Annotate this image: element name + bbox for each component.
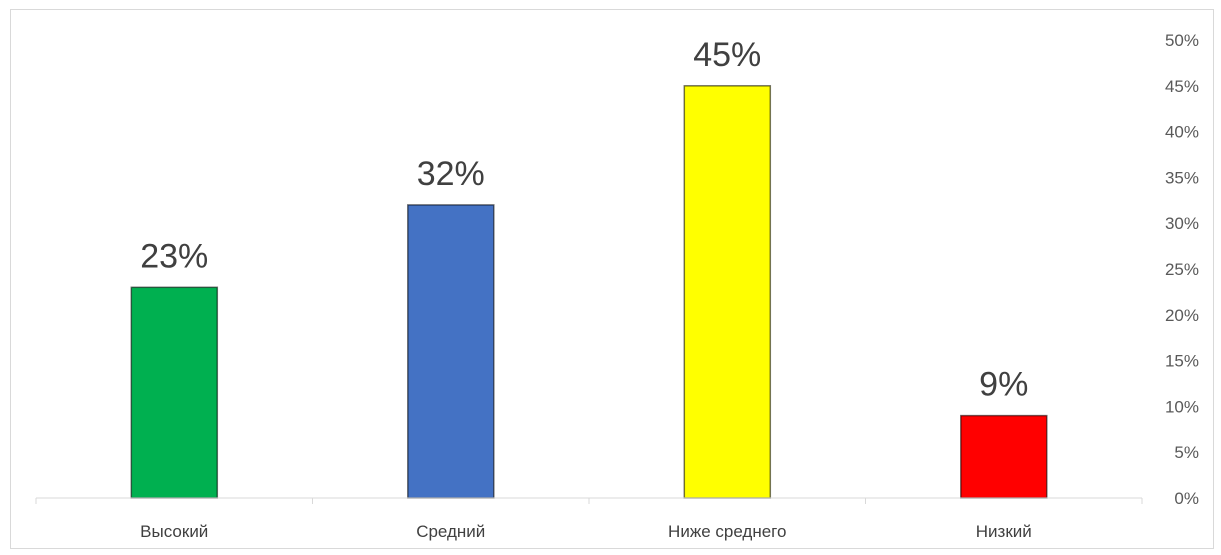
category-label-1: Высокий bbox=[140, 522, 208, 541]
y-tick-label-1: 5% bbox=[1174, 443, 1199, 462]
bar-4 bbox=[960, 414, 1048, 499]
data-label-3: 45% bbox=[693, 36, 761, 74]
y-axis-labels: 0% 5% 10% 15% 20% 25% 30% 35% 40% 45% 50% bbox=[1165, 31, 1199, 508]
data-labels: 23% 32% 45% 9% bbox=[140, 36, 1028, 404]
y-tick-label-7: 35% bbox=[1165, 168, 1199, 187]
x-axis-labels: Высокий Средний Ниже среднего Низкий bbox=[140, 522, 1032, 541]
y-tick-label-0: 0% bbox=[1174, 489, 1199, 508]
data-label-2: 32% bbox=[417, 155, 485, 193]
y-tick-label-9: 45% bbox=[1165, 77, 1199, 96]
category-label-4: Низкий bbox=[976, 522, 1032, 541]
y-tick-label-10: 50% bbox=[1165, 31, 1199, 50]
y-tick-label-4: 20% bbox=[1165, 306, 1199, 325]
data-label-4: 9% bbox=[979, 366, 1028, 404]
y-tick-label-3: 15% bbox=[1165, 352, 1199, 371]
category-label-3: Ниже среднего bbox=[668, 522, 786, 541]
bars-group bbox=[130, 85, 1048, 499]
y-tick-label-2: 10% bbox=[1165, 397, 1199, 416]
bar-3 bbox=[683, 85, 772, 499]
bar-1 bbox=[130, 286, 219, 499]
y-tick-label-5: 25% bbox=[1165, 260, 1199, 279]
chart-frame bbox=[10, 9, 1214, 549]
data-label-1: 23% bbox=[140, 237, 208, 275]
y-tick-label-8: 40% bbox=[1165, 123, 1199, 142]
y-tick-label-6: 30% bbox=[1165, 214, 1199, 233]
category-label-2: Средний bbox=[416, 522, 485, 541]
bar-2 bbox=[407, 204, 495, 499]
x-axis bbox=[35, 497, 1143, 504]
